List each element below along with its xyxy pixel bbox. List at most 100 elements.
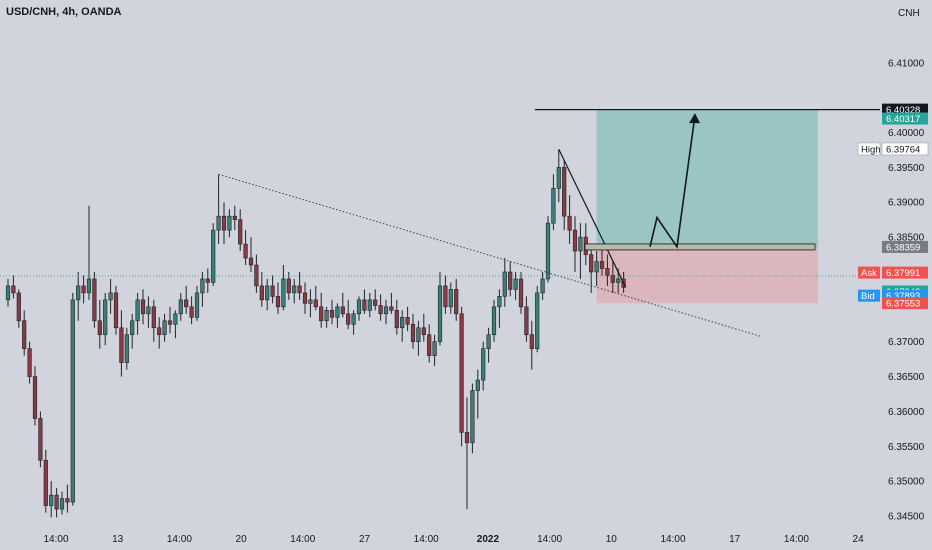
candle-body [545,222,551,280]
candle-body [464,432,470,444]
candle-body [535,292,540,349]
candle-body [373,299,378,306]
candle-body [324,310,329,322]
candle-body [589,254,594,273]
x-tick-label: 13 [112,534,124,545]
candle-body [49,494,54,506]
candle-body [481,348,486,381]
candle-body [232,215,237,220]
y-tick-label: 6.39000 [888,198,925,209]
candle-body [292,285,297,294]
candle-body [27,348,32,377]
candle-body [529,334,534,349]
candles [5,149,626,518]
wedge-upper-line[interactable] [558,148,627,288]
candle-body [551,187,556,224]
candle-body [410,323,416,343]
price-tag-value: 6.39764 [886,144,920,155]
candle-body [524,306,529,336]
currency-label: CNH [898,8,920,19]
candle-body [346,313,351,325]
x-tick-label: 14:00 [660,534,685,545]
price-tag-value: 6.37991 [886,268,920,279]
x-tick-label: 27 [359,534,371,545]
price-tag-value: 6.37893 [886,291,920,302]
candle-body [151,306,156,329]
candle-body [157,327,162,336]
x-tick-label: 24 [853,534,865,545]
candle-body [5,285,11,301]
candle-body [594,261,599,273]
entry-box[interactable] [584,243,816,251]
candle-body [459,313,464,433]
candle-body [297,285,302,294]
candle-body [32,376,38,419]
x-tick-label: 14:00 [43,534,68,545]
price-axis[interactable]: 6.41000 6.40000 6.39500 6.39000 6.38500 6.370… [888,58,925,522]
candle-body [103,299,108,336]
candle-body [497,296,502,308]
candle-body [211,229,216,283]
candle-body [518,278,524,308]
y-tick-label: 6.35000 [888,477,925,488]
candle-body [108,292,113,301]
stop-zone[interactable] [596,246,818,304]
chart-title: USD/CNH, 4h, OANDA [6,6,122,18]
x-tick-label: 14:00 [167,534,192,545]
candle-body [270,285,275,297]
y-tick-label: 6.34500 [888,512,925,523]
candle-body [378,305,383,315]
candle-body [362,299,367,311]
price-tag-label: High [861,144,881,155]
projection-arrow-path[interactable] [649,114,696,250]
candle-body [200,278,205,294]
candle-body [432,341,437,356]
candle-body [194,292,200,318]
candle-body [173,313,178,325]
candle-body [281,278,286,308]
candle-body [313,299,318,308]
candle-body [486,334,491,349]
candle-body [351,313,356,325]
candle-body [454,289,459,315]
y-tick-label: 6.41000 [888,58,925,69]
candle-body [86,278,92,294]
time-axis[interactable]: 14:00 13 14:00 20 14:00 27 14:00 2022 14:00 10 14:… [43,534,864,545]
candle-body [11,285,16,294]
candle-body [421,327,426,336]
candle-body [508,271,513,290]
candle-body [308,299,313,304]
candle-body [275,296,281,308]
candle-body [540,278,545,294]
candle-body [189,306,194,318]
candle-body [599,261,605,269]
candle-body [38,418,43,461]
price-tag: 6.37991 Ask [858,266,928,279]
candle-body [265,285,270,301]
candle-body [470,390,475,444]
y-tick-label: 6.36500 [888,372,925,383]
candle-body [92,278,97,322]
candle-body [335,306,340,318]
candle-body [119,327,124,363]
x-tick-label: 14:00 [290,534,315,545]
candle-body [562,167,567,217]
x-tick-label: 14:00 [414,534,439,545]
candle-body [140,299,146,315]
price-tag-label: Bid [861,291,875,302]
candle-body [167,320,173,325]
y-tick-label: 6.40000 [888,128,925,139]
candle-body [76,285,81,301]
candle-body [502,271,507,297]
price-tag-label: Ask [861,268,877,279]
candle-body [448,289,453,308]
candle-body [572,229,578,252]
x-tick-label: 14:00 [784,534,809,545]
candle-body [184,299,189,308]
candle-body [81,285,86,294]
target-zone[interactable] [596,110,818,247]
candle-body [43,459,48,506]
